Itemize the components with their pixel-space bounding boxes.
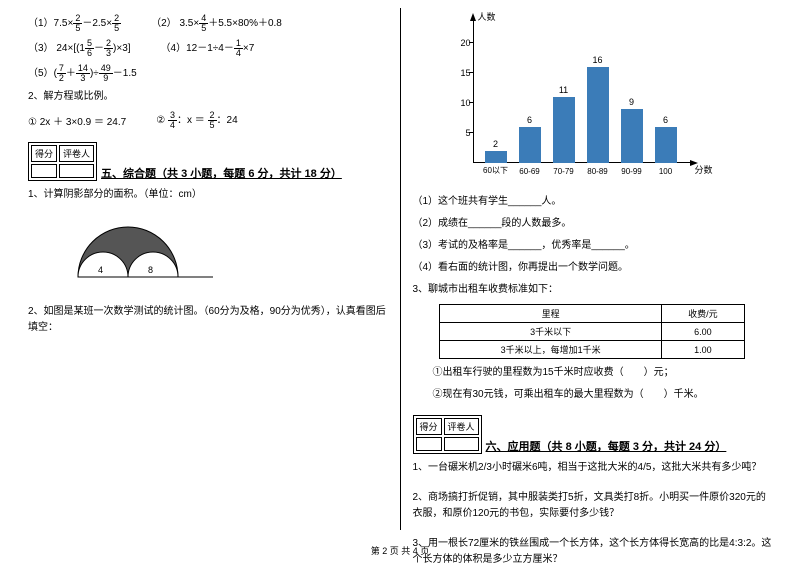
eq-row-1: （1）7.5×25－2.5×25 （2） 3.5×45＋5.5×80%＋0.8 xyxy=(28,14,388,33)
svg-text:8: 8 xyxy=(148,265,153,275)
table-q2: ②现在有30元钱，可乘出租车的最大里程数为（ ）千米。 xyxy=(413,387,773,403)
chart-bar xyxy=(655,127,677,163)
fare-table: 里程收费/元 3千米以下6.00 3千米以上，每增加1千米1.00 xyxy=(439,304,745,359)
chart-bar xyxy=(621,109,643,163)
section-6-title: 六、应用题（共 8 小题，每题 3 分，共计 24 分） xyxy=(486,438,727,454)
svg-text:4: 4 xyxy=(98,265,103,275)
y-label: 人数 xyxy=(478,10,496,23)
column-divider xyxy=(400,8,401,530)
chart-q2: （2）成绩在______段的人数最多。 xyxy=(413,216,773,232)
th-fare: 收费/元 xyxy=(661,305,744,323)
bar-chart: 人数 分数 5101520260以下660-691170-791680-8999… xyxy=(433,8,713,188)
eq3: （3） 24×[(156－23)×3] xyxy=(28,39,131,58)
right-column: 人数 分数 5101520260以下660-691170-791680-8999… xyxy=(405,8,781,530)
chart-q1: （1）这个班共有学生______人。 xyxy=(413,194,773,210)
eq4: （4）12－1÷4－14×7 xyxy=(161,39,255,58)
eq-row-2: （3） 24×[(156－23)×3] （4）12－1÷4－14×7 xyxy=(28,39,388,58)
section-5-title: 五、综合题（共 3 小题，每题 6 分，共计 18 分） xyxy=(101,165,342,181)
q3-header: 3、聊城市出租车收费标准如下： xyxy=(413,282,773,298)
chart-bar xyxy=(485,151,507,163)
th-dist: 里程 xyxy=(440,305,661,323)
eq-row-3: （5）(72＋143)÷499－1.5 xyxy=(28,64,388,83)
app-q1: 1、一台碾米机2/3小时碾米6吨，相当于这批大米的4/5，这批大米共有多少吨？ xyxy=(413,460,773,476)
eq5: （5）(72＋143)÷499－1.5 xyxy=(28,64,137,83)
q2-eqs: ① 2x ＋ 3×0.9 ＝ 24.7 ② 34：x ＝ 25：24 xyxy=(28,111,388,130)
q5-1: 1、计算阴影部分的面积。（单位：cm） xyxy=(28,187,388,203)
section-6-header: 得分评卷人 六、应用题（共 8 小题，每题 3 分，共计 24 分） xyxy=(413,415,773,454)
score-box-6: 得分评卷人 xyxy=(413,415,482,454)
y-axis xyxy=(473,18,474,163)
arc-figure: 4 8 xyxy=(68,217,218,287)
chart-q3: （3）考试的及格率是______，优秀率是______。 xyxy=(413,238,773,254)
chart-bar xyxy=(587,67,609,163)
q2-label: 2、解方程或比例。 xyxy=(28,89,388,105)
q5-2: 2、如图是某班一次数学测试的统计图。（60分为及格，90分为优秀），认真看图后填… xyxy=(28,304,388,336)
score-box-5: 得分评卷人 xyxy=(28,142,97,181)
page: （1）7.5×25－2.5×25 （2） 3.5×45＋5.5×80%＋0.8 … xyxy=(0,0,800,530)
x-label: 分数 xyxy=(694,163,712,176)
left-column: （1）7.5×25－2.5×25 （2） 3.5×45＋5.5×80%＋0.8 … xyxy=(20,8,396,530)
chart-bar xyxy=(519,127,541,163)
table-q1: ①出租车行驶的里程数为15千米时应收费（ ）元； xyxy=(413,365,773,381)
eq1: （1）7.5×25－2.5×25 xyxy=(28,14,121,33)
q2a: ① 2x ＋ 3×0.9 ＝ 24.7 xyxy=(28,113,126,128)
section-5-header: 得分评卷人 五、综合题（共 3 小题，每题 6 分，共计 18 分） xyxy=(28,142,388,181)
eq2: （2） 3.5×45＋5.5×80%＋0.8 xyxy=(151,14,282,33)
app-q2: 2、商场搞打折促销，其中服装类打5折，文具类打8折。小明买一件原价320元的衣服… xyxy=(413,490,773,522)
page-footer: 第 2 页 共 4 页 xyxy=(0,544,800,557)
chart-q4: （4）看右面的统计图，你再提出一个数学问题。 xyxy=(413,260,773,276)
q2b: ② 34：x ＝ 25：24 xyxy=(156,111,237,130)
chart-bar xyxy=(553,97,575,163)
